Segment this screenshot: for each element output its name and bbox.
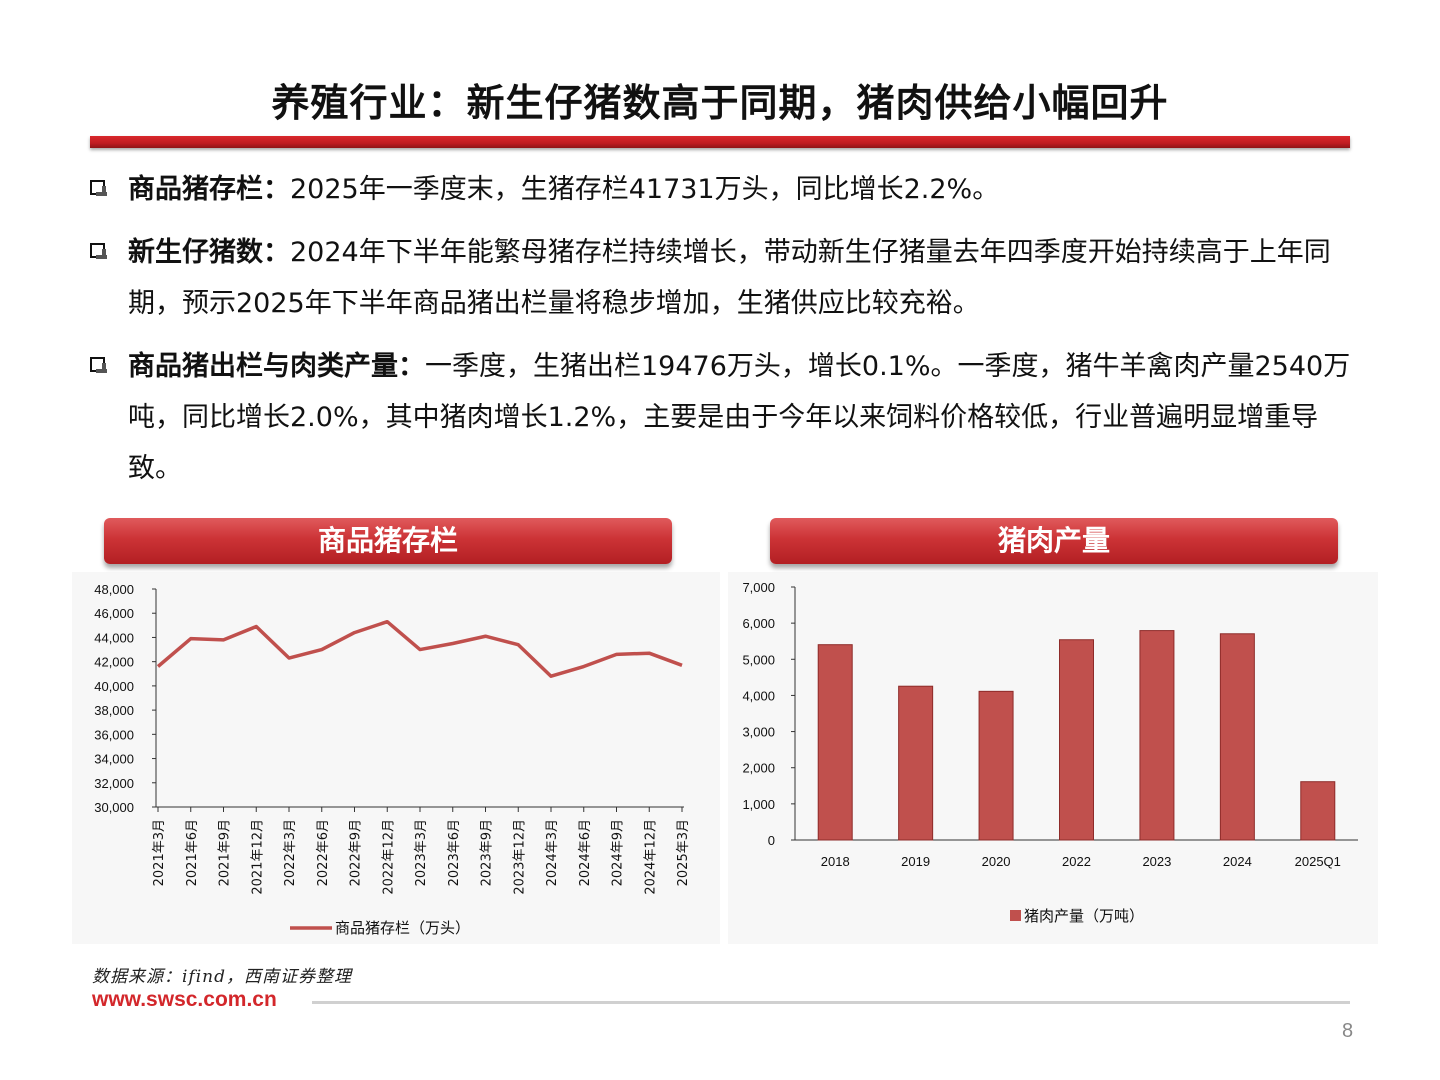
x-tick-label: 2021年9月 bbox=[218, 819, 233, 886]
x-tick-label: 2022年3月 bbox=[283, 819, 298, 886]
y-tick-label: 30,000 bbox=[94, 800, 134, 815]
right-panel-header: 猪肉产量 bbox=[770, 518, 1338, 564]
y-tick-label: 42,000 bbox=[94, 655, 134, 670]
x-tick-label: 2025年3月 bbox=[676, 819, 691, 886]
bar bbox=[1139, 630, 1175, 841]
y-tick-label: 0 bbox=[768, 833, 775, 848]
bullet-label: 新生仔猪数： bbox=[128, 237, 290, 268]
x-tick-label: 2024年12月 bbox=[643, 819, 658, 895]
bullet-text: 2025年一季度末，生猪存栏41731万头，同比增长2.2%。 bbox=[290, 174, 1000, 205]
series-line-hog-inventory bbox=[156, 619, 683, 678]
x-tick-label: 2023 bbox=[1142, 854, 1171, 869]
page-number: 8 bbox=[1342, 1020, 1354, 1042]
bar bbox=[1300, 781, 1336, 841]
y-tick-label: 32,000 bbox=[94, 776, 134, 791]
bar bbox=[817, 644, 853, 841]
checkbox-bullet-icon bbox=[90, 357, 107, 373]
x-tick-label: 2023年6月 bbox=[447, 819, 462, 886]
bar bbox=[978, 690, 1014, 841]
x-tick-label: 2018 bbox=[821, 854, 850, 869]
left-chart-background bbox=[72, 572, 720, 944]
bullet-text: 一季度，生猪出栏19476万头，增长0.1%。一季度，猪牛羊禽肉产量2540万吨… bbox=[128, 351, 1351, 484]
y-tick-label: 44,000 bbox=[94, 630, 134, 645]
x-tick-label: 2022年9月 bbox=[349, 819, 364, 886]
x-tick-label: 2021年3月 bbox=[152, 819, 167, 886]
bullet-list: 商品猪存栏：2025年一季度末，生猪存栏41731万头，同比增长2.2%。 新生… bbox=[90, 164, 1360, 506]
y-tick-label: 36,000 bbox=[94, 727, 134, 742]
x-tick-label: 2023年9月 bbox=[480, 819, 495, 886]
data-source-note: 数据来源：ifind，西南证券整理 bbox=[92, 967, 352, 987]
bullet-item-output: 商品猪出栏与肉类产量：一季度，生猪出栏19476万头，增长0.1%。一季度，猪牛… bbox=[90, 341, 1360, 494]
footer-divider bbox=[312, 1001, 1350, 1004]
y-tick-label: 5,000 bbox=[742, 652, 775, 667]
y-tick-label: 1,000 bbox=[742, 797, 775, 812]
x-tick-label: 2025Q1 bbox=[1295, 854, 1341, 869]
legend-swatch bbox=[1010, 910, 1021, 921]
bullet-label: 商品猪出栏与肉类产量： bbox=[128, 351, 425, 382]
y-tick-label: 40,000 bbox=[94, 679, 134, 694]
y-tick-label: 46,000 bbox=[94, 606, 134, 621]
y-tick-label: 6,000 bbox=[742, 616, 775, 631]
hog-inventory-line-chart: 30,000 32,000 34,000 36,000 38,000 40,000 42,0… bbox=[94, 582, 691, 937]
checkbox-bullet-icon bbox=[90, 180, 107, 196]
x-tick-label: 2020 bbox=[982, 854, 1011, 869]
x-tick-label: 2021年6月 bbox=[185, 819, 200, 886]
bar bbox=[898, 685, 934, 841]
bar bbox=[1219, 633, 1255, 841]
pork-output-bar-chart: 0 1,000 2,000 3,000 4,000 5,000 6,000 7,000 2018… bbox=[742, 580, 1358, 925]
legend-label: 商品猪存栏（万头） bbox=[335, 919, 470, 937]
x-tick-label: 2019 bbox=[901, 854, 930, 869]
y-tick-label: 4,000 bbox=[742, 688, 775, 703]
bullet-item-inventory: 商品猪存栏：2025年一季度末，生猪存栏41731万头，同比增长2.2%。 bbox=[90, 164, 1360, 215]
y-tick-label: 3,000 bbox=[742, 725, 775, 740]
x-tick-label: 2023年3月 bbox=[414, 819, 429, 886]
x-tick-label: 2024年9月 bbox=[611, 819, 626, 886]
x-tick-label: 2022年12月 bbox=[381, 819, 396, 895]
checkbox-bullet-icon bbox=[90, 243, 107, 259]
left-panel-header: 商品猪存栏 bbox=[104, 518, 672, 564]
x-tick-label: 2022年6月 bbox=[316, 819, 331, 886]
x-tick-label: 2023年12月 bbox=[512, 819, 527, 895]
legend-label: 猪肉产量（万吨） bbox=[1024, 907, 1144, 925]
x-tick-label: 2022 bbox=[1062, 854, 1091, 869]
y-tick-label: 34,000 bbox=[94, 752, 134, 767]
y-tick-label: 38,000 bbox=[94, 703, 134, 718]
website-link[interactable]: www.swsc.com.cn bbox=[92, 988, 277, 1011]
bullet-text: 2024年下半年能繁母猪存栏持续增长，带动新生仔猪量去年四季度开始持续高于上年同… bbox=[128, 237, 1331, 319]
bullet-label: 商品猪存栏： bbox=[128, 174, 290, 205]
title-underline-bar bbox=[90, 136, 1350, 148]
y-tick-label: 2,000 bbox=[742, 761, 775, 776]
bullet-item-piglets: 新生仔猪数：2024年下半年能繁母猪存栏持续增长，带动新生仔猪量去年四季度开始持… bbox=[90, 227, 1360, 329]
y-tick-label: 48,000 bbox=[94, 582, 134, 597]
x-tick-label: 2024年6月 bbox=[578, 819, 593, 886]
x-tick-label: 2021年12月 bbox=[250, 819, 265, 895]
bar bbox=[1059, 639, 1094, 841]
x-tick-label: 2024 bbox=[1223, 854, 1252, 869]
page-title: 养殖行业：新生仔猪数高于同期，猪肉供给小幅回升 bbox=[271, 81, 1169, 125]
x-tick-label: 2024年3月 bbox=[545, 819, 560, 886]
y-tick-label: 7,000 bbox=[742, 580, 775, 595]
